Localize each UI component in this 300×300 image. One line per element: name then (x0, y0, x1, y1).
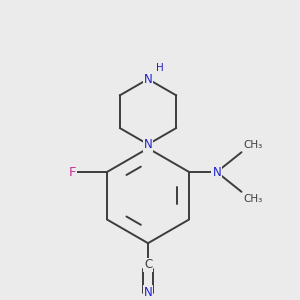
Text: CH₃: CH₃ (244, 194, 263, 204)
Text: C: C (144, 258, 152, 272)
Text: N: N (144, 73, 152, 85)
Text: N: N (212, 166, 221, 178)
Text: N: N (144, 286, 152, 299)
Text: H: H (156, 63, 164, 73)
Text: F: F (69, 166, 76, 178)
Text: CH₃: CH₃ (244, 140, 263, 150)
Text: N: N (144, 138, 152, 151)
